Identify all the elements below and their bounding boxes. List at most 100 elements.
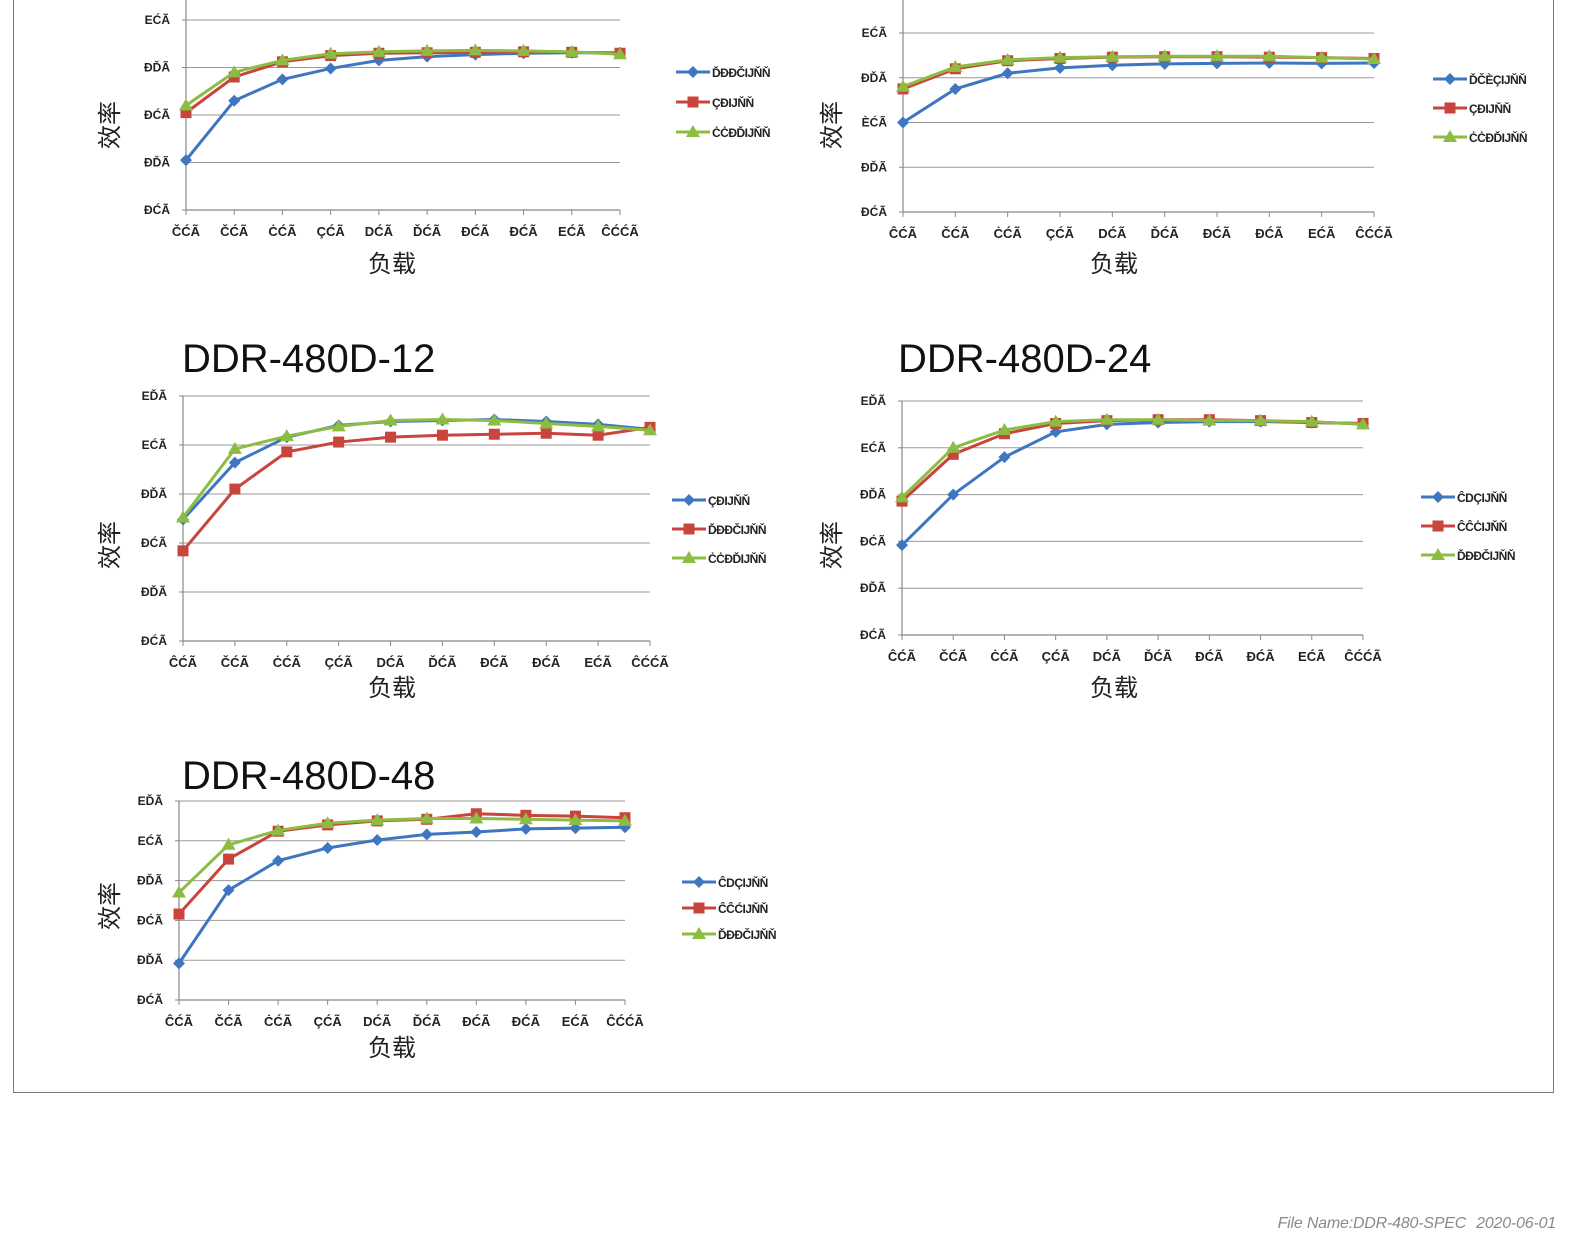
legend-marker <box>1432 520 1444 532</box>
series-line <box>902 61 1375 124</box>
data-point <box>564 44 579 57</box>
data-point <box>436 429 448 441</box>
data-point <box>470 826 483 839</box>
x-tick-label: ÇĆÃ <box>325 655 354 670</box>
legend-entry: ĎĐĐČIJŇŇ <box>682 927 777 942</box>
legend-marker <box>683 494 695 506</box>
chart-3: DDR-480D-12 ĐĆÃ ĐĎÃ ĐĆÃ ĐĎÃ EĆÃ EĎÃ ĈĆÃ ČĆÃ ĊĆÃ ÇĆ… <box>97 337 767 702</box>
legend-entry: ĊĊĐĎIJŇŇ <box>672 551 767 566</box>
y-axis-label: 效率 <box>819 521 846 569</box>
chart-2: ĐĆÃ ĐĎÃ ÈĆÃ ĐĎÃ EĆÃ ĈĆÃ ČĆÃ ĊĆÃ ÇĆÃ DĆÃ ĎĆÃ ĐĆÃ ĐĆÃ E… <box>819 0 1528 278</box>
legend-label: ÇĐIJŇŇ <box>712 95 754 110</box>
data-point <box>949 82 962 95</box>
x-tick-label: ČĆÃ <box>214 1014 243 1029</box>
y-tick-label: ĐĎÃ <box>141 584 167 599</box>
series-line <box>902 54 1375 89</box>
legend-entry: ĎČÈÇIJŇŇ <box>1433 72 1527 87</box>
series-3 <box>179 43 627 111</box>
data-point <box>1262 49 1277 62</box>
series-1 <box>177 413 656 526</box>
data-point <box>469 811 484 824</box>
legend-marker <box>693 902 705 914</box>
series-2 <box>177 421 656 557</box>
x-tick-label: ČĆÃ <box>172 224 201 239</box>
series-2 <box>896 414 1369 507</box>
legend-marker <box>692 927 706 939</box>
data-point <box>1304 414 1319 427</box>
y-tick-label: EĎÃ <box>142 388 168 403</box>
series-line <box>185 50 621 114</box>
x-tick-label: ĎĆÃ <box>413 224 442 239</box>
data-point <box>383 413 398 426</box>
x-tick-label: ĐĆÃ <box>1195 649 1224 664</box>
legend-label: ĊĊĐĎIJŇŇ <box>1469 130 1527 145</box>
x-tick-label: ĈĆĆÃ <box>1344 649 1382 664</box>
x-tick-label: ÇĆÃ <box>1042 649 1071 664</box>
data-point <box>419 811 434 824</box>
x-tick-label: DĆÃ <box>1098 226 1127 241</box>
legend-entry: ĎĐĐČIJŇŇ <box>1421 548 1516 563</box>
data-point <box>1000 52 1015 65</box>
y-tick-label: ĐĆÃ <box>860 533 886 548</box>
data-point <box>321 841 334 854</box>
x-tick-label: EĆÃ <box>584 655 612 670</box>
data-point <box>227 441 242 454</box>
data-point <box>275 53 290 66</box>
data-point <box>173 957 185 970</box>
efficiency-charts: ĐĆÃ ĐĎÃ ĐĆÃ ĐĎÃ EĆÃ ČĆÃ ČĆÃ ĊĆÃ ÇĆÃ DĆÃ ĎĆÃ ĐĆÃ ĐĆÃ E… <box>97 0 1528 1062</box>
data-point <box>518 812 533 825</box>
legend-entry: ĈDÇIJŇŇ <box>682 875 768 890</box>
legend-marker <box>686 125 700 137</box>
legend-entry: ĈĈĊIJŇŇ <box>1421 519 1507 534</box>
data-point <box>1053 50 1067 63</box>
data-point <box>540 427 552 439</box>
data-point <box>539 416 554 429</box>
legend-label: ÇĐIJŇŇ <box>708 493 750 508</box>
x-tick-label: ĐĆÃ <box>480 655 509 670</box>
x-tick-label: ĐĆÃ <box>461 224 490 239</box>
y-tick-label: EĆÃ <box>138 833 164 848</box>
data-point <box>613 47 627 60</box>
footer-file-name: File Name:DDR-480-SPEC <box>1277 1215 1467 1232</box>
data-point <box>1253 413 1268 426</box>
y-tick-label: ÈĆÃ <box>862 115 888 130</box>
data-point <box>176 510 190 523</box>
legend-label: ĎČÈÇIJŇŇ <box>1469 72 1526 87</box>
x-tick-label: ĊĆÃ <box>273 655 302 670</box>
x-tick-label: ĐĆÃ <box>532 655 561 670</box>
y-axis-label: 效率 <box>97 882 124 930</box>
x-tick-label: EĆÃ <box>558 224 586 239</box>
chart-4: DDR-480D-24 ĐĆÃ ĐĎÃ ĐĆÃ ĐĎÃ EĆÃ EĎÃ ĈĆÃ ČĆÃ ĊĆÃ ÇĆ… <box>819 337 1516 702</box>
data-point <box>1210 49 1224 62</box>
data-point <box>1048 414 1063 427</box>
x-tick-label: ĐĆÃ <box>1203 226 1232 241</box>
legend-marker <box>683 523 695 535</box>
series-1 <box>173 821 631 970</box>
legend-label: ĊĊĐĎIJŇŇ <box>708 551 766 566</box>
x-axis-label: 负载 <box>1090 675 1138 702</box>
x-tick-label: ĐĆÃ <box>512 1014 541 1029</box>
x-tick-label: ĈĆÃ <box>889 226 918 241</box>
data-point <box>592 429 604 441</box>
data-point <box>947 448 959 460</box>
data-point <box>371 44 386 57</box>
legend-entry: ÇĐIJŇŇ <box>1433 101 1511 116</box>
legend-marker <box>687 66 699 78</box>
legend-label: ĎĐĐČIJŇŇ <box>712 65 770 80</box>
legend-marker <box>682 551 696 563</box>
x-tick-label: ĊĆÃ <box>268 224 297 239</box>
x-tick-label: ĐĆÃ <box>1246 649 1275 664</box>
legend-label: ÇĐIJŇŇ <box>1469 101 1511 116</box>
x-tick-label: ĈĆĆÃ <box>1355 226 1393 241</box>
data-point <box>333 436 345 448</box>
x-tick-label: ČĆÃ <box>220 224 249 239</box>
x-tick-label: ĈĆĆÃ <box>606 1014 644 1029</box>
x-tick-label: DĆÃ <box>1093 649 1122 664</box>
data-point <box>177 545 189 557</box>
y-axis-label: 效率 <box>97 521 124 569</box>
data-point <box>420 828 433 841</box>
x-tick-label: EĆÃ <box>1298 649 1326 664</box>
data-point <box>946 440 961 453</box>
y-tick-label: EĆÃ <box>861 440 887 455</box>
y-tick-label: ĐĎÃ <box>860 487 886 502</box>
